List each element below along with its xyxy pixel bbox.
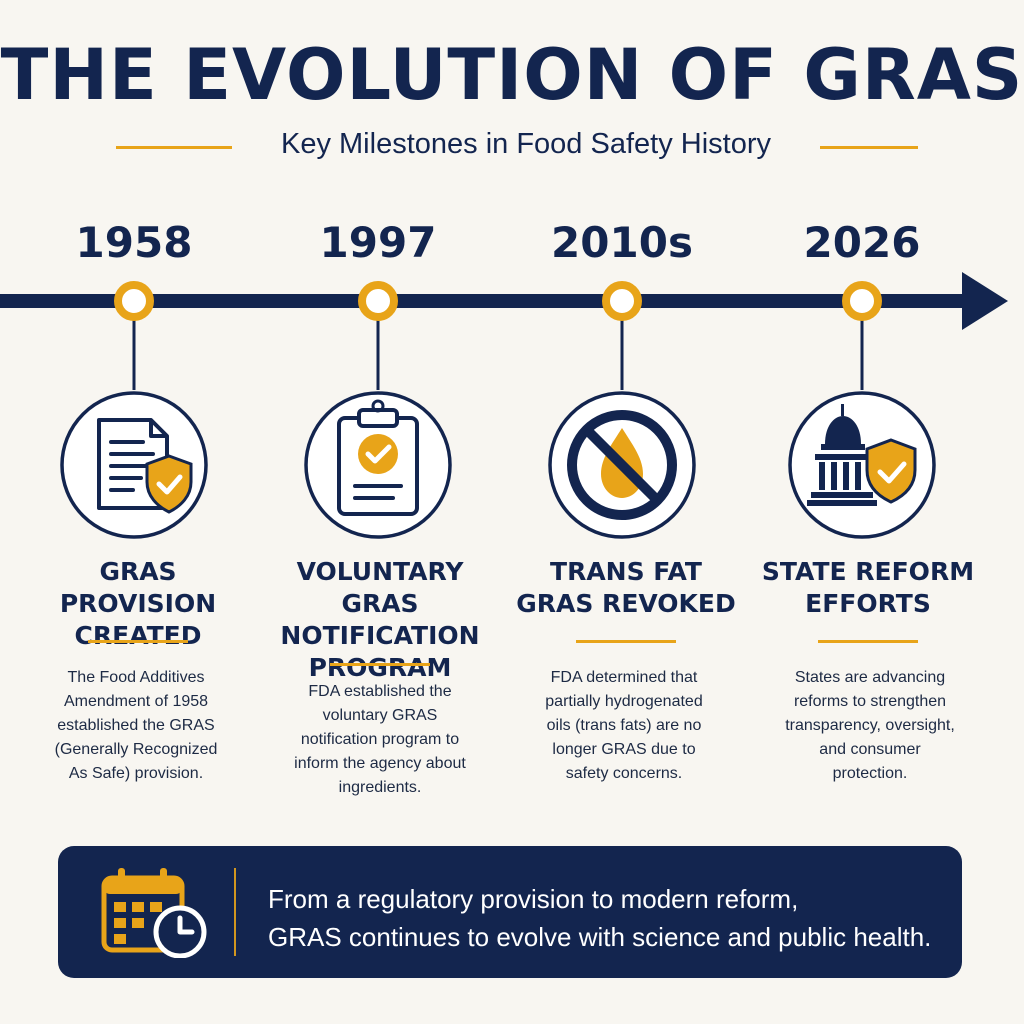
banner-text: From a regulatory provision to modern re… — [268, 880, 948, 956]
milestone-year-2010s: 2010s — [551, 218, 693, 267]
capitol-shield-icon — [787, 390, 937, 540]
description-line: protection. — [832, 765, 908, 782]
no-oil-drop-icon — [547, 390, 697, 540]
milestone-description: FDA determined that partially hydrogenat… — [519, 666, 729, 786]
page-title: THE EVOLUTION OF GRAS — [0, 34, 1024, 116]
clipboard-check-icon — [303, 390, 453, 540]
milestone-title: STATE REFORM EFFORTS — [748, 556, 988, 620]
document-shield-icon — [59, 390, 209, 540]
description-line: reforms to strengthen — [793, 693, 947, 710]
banner-line: GRAS continues to evolve with science an… — [268, 922, 932, 952]
milestone-divider — [576, 640, 676, 643]
milestone-title-line: EFFORTS — [805, 589, 931, 618]
milestone-title-line: GRAS REVOKED — [516, 589, 736, 618]
milestone-year-1958: 1958 — [75, 218, 193, 267]
milestone-year-2026: 2026 — [803, 218, 921, 267]
milestone-divider — [88, 640, 188, 643]
description-line: established the GRAS — [57, 717, 215, 734]
timeline-node — [114, 281, 154, 321]
description-line: As Safe) provision. — [68, 765, 204, 782]
subtitle-rule-left — [116, 146, 232, 149]
description-line: oils (trans fats) are no — [546, 717, 702, 734]
description-line: safety concerns. — [565, 765, 683, 782]
milestone-description: The Food Additives Amendment of 1958 est… — [31, 666, 241, 786]
description-line: inform the agency about — [294, 755, 466, 772]
milestone-description: FDA established the voluntary GRAS notif… — [275, 680, 485, 800]
calendar-clock-icon — [98, 866, 210, 959]
description-line: ingredients. — [338, 779, 422, 796]
description-line: The Food Additives — [67, 669, 205, 686]
description-line: longer GRAS due to — [552, 741, 696, 758]
summary-banner: From a regulatory provision to modern re… — [58, 846, 962, 978]
timeline-bar — [0, 294, 968, 308]
subtitle-rule-right — [820, 146, 918, 149]
milestone-title-line: CREATED — [74, 621, 202, 650]
description-line: FDA established the — [308, 683, 452, 700]
milestone-title-line: TRANS FAT — [550, 557, 702, 586]
milestone-title-line: STATE REFORM — [761, 557, 975, 586]
description-line: (Generally Recognized — [54, 741, 218, 758]
timeline-node — [602, 281, 642, 321]
milestone-title: TRANS FAT GRAS REVOKED — [506, 556, 746, 620]
milestone-title: GRAS PROVISION CREATED — [18, 556, 258, 652]
description-line: voluntary GRAS — [322, 707, 438, 724]
milestone-divider — [330, 663, 430, 666]
milestone-divider — [818, 640, 918, 643]
milestone-title-line: GRAS PROVISION — [59, 557, 217, 618]
banner-line: From a regulatory provision to modern re… — [268, 884, 799, 914]
timeline-node — [358, 281, 398, 321]
description-line: and consumer — [819, 741, 921, 758]
banner-separator — [234, 868, 236, 956]
description-line: partially hydrogenated — [545, 693, 703, 710]
description-line: States are advancing — [794, 669, 946, 686]
milestone-title-line: NOTIFICATION — [280, 621, 480, 650]
milestone-title-line: PROGRAM — [308, 653, 452, 682]
timeline — [0, 272, 1008, 390]
timeline-node — [842, 281, 882, 321]
description-line: transparency, oversight, — [785, 717, 955, 734]
description-line: notification program to — [300, 731, 460, 748]
milestone-year-1997: 1997 — [319, 218, 437, 267]
milestone-title: VOLUNTARY GRAS NOTIFICATION PROGRAM — [260, 556, 500, 684]
description-line: FDA determined that — [550, 669, 698, 686]
page-subtitle: Key Milestones in Food Safety History — [281, 128, 771, 160]
description-line: Amendment of 1958 — [63, 693, 209, 710]
milestone-title-line: VOLUNTARY GRAS — [296, 557, 464, 618]
timeline-arrowhead — [962, 272, 1008, 330]
milestone-description: States are advancing reforms to strength… — [765, 666, 975, 786]
subtitle-row: Key Milestones in Food Safety History — [0, 128, 1024, 168]
